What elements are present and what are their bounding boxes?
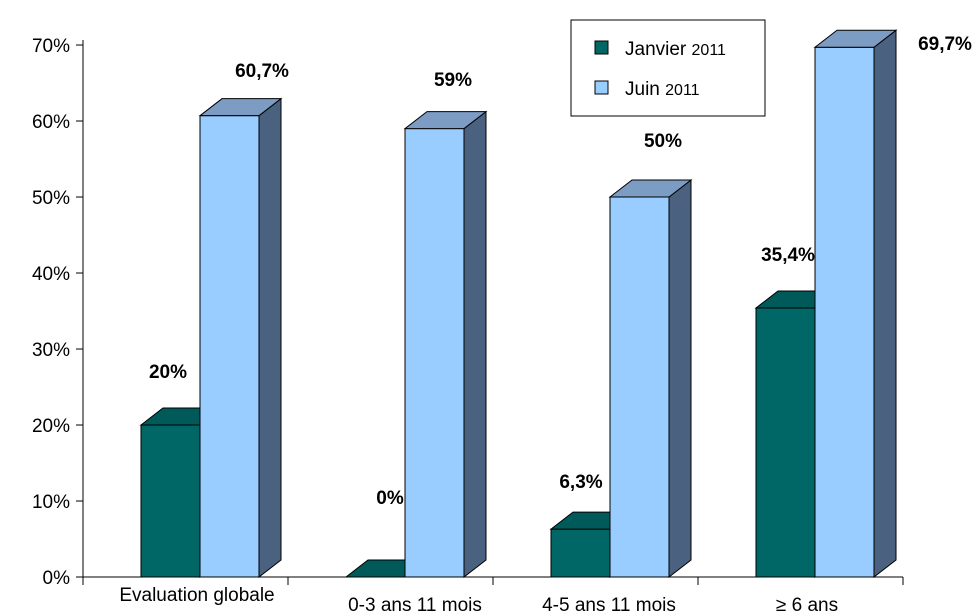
data-label: 20% — [149, 362, 187, 383]
bar-side — [873, 29, 897, 579]
y-tick-label: 50% — [32, 188, 70, 209]
bar-juin-2011 — [198, 97, 283, 579]
y-tick-label: 20% — [32, 416, 70, 437]
bar-front — [404, 128, 465, 578]
bar-juin-2011 — [608, 178, 693, 579]
data-label: 0% — [376, 488, 404, 509]
bar-side — [258, 97, 282, 579]
bar-front — [755, 307, 816, 578]
x-tick-label: 0-3 ans 11 mois — [348, 595, 482, 614]
legend-box — [570, 19, 766, 117]
x-tick-label: Evaluation globale — [119, 585, 274, 606]
bar-top — [813, 29, 898, 48]
bar-front — [814, 46, 875, 578]
y-tick-label: 0% — [43, 568, 71, 589]
bar-juin-2011 — [813, 29, 898, 579]
y-tick-label: 10% — [32, 492, 70, 513]
bar-front — [550, 528, 611, 578]
y-tick-label: 70% — [32, 36, 70, 57]
bar-top — [608, 179, 693, 198]
x-tick-label: 4-5 ans 11 mois — [542, 595, 676, 614]
bar-juin-2011 — [403, 110, 488, 579]
bar-side — [668, 178, 692, 579]
bar-side — [463, 110, 487, 579]
data-label: 59% — [434, 70, 472, 91]
legend-swatch — [594, 80, 609, 95]
legend: Janvier 2011 Juin 2011 — [570, 19, 766, 117]
bar-front — [199, 115, 260, 578]
bar-front — [609, 196, 670, 578]
y-tick-label: 40% — [32, 264, 70, 285]
legend-label: Janvier 2011 — [625, 39, 726, 60]
legend-swatch — [594, 40, 609, 55]
bar-top — [198, 98, 283, 117]
data-label: 69,7% — [918, 34, 972, 55]
y-tick-label: 60% — [32, 112, 70, 133]
x-tick-label: ≥ 6 ans — [776, 595, 838, 614]
data-label: 35,4% — [761, 245, 815, 266]
legend-label: Juin 2011 — [625, 79, 700, 100]
data-label: 60,7% — [235, 61, 289, 82]
y-tick-label: 30% — [32, 340, 70, 361]
data-label: 50% — [644, 131, 682, 152]
bar-front — [140, 424, 201, 578]
data-label: 6,3% — [559, 472, 602, 493]
bar-top — [403, 111, 488, 130]
